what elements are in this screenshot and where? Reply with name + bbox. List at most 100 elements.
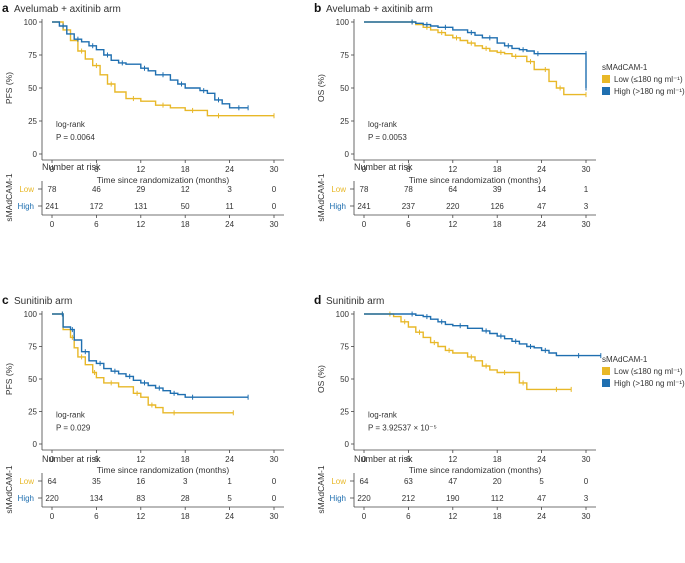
x-tick-label: 0 [50,165,55,174]
y-tick-label: 75 [28,343,37,352]
risk-table: Number at risk sMAdCAM-1 Low 78 78 64 39 14 1 Hig… [316,162,596,229]
risk-table-title: Number at risk [42,454,101,464]
km-curve-high [364,21,587,88]
km-curve-low [52,313,234,414]
risk-cell: 35 [92,477,101,486]
panel-b: b Avelumab + axitinib arm 0 25 50 75 100 0 6 12 18… [314,1,685,229]
risk-cell: 64 [360,477,369,486]
risk-x-tick-label: 0 [50,512,55,521]
x-axis-label: Time since randomization (months) [409,175,542,185]
risk-cell: 47 [537,494,546,503]
risk-cell: 131 [134,202,148,211]
legend-swatch-high [602,87,610,95]
legend-label-low: Low (≤180 ng ml⁻¹) [614,75,683,84]
risk-cell: 11 [225,202,234,211]
risk-x-tick-label: 30 [582,220,591,229]
risk-cell: 241 [357,202,371,211]
risk-row-label: High [330,494,346,503]
km-curve-high [52,21,249,109]
risk-cell: 0 [584,477,589,486]
x-tick-label: 24 [537,165,546,174]
risk-cell: 0 [272,494,277,503]
logrank-p-value: P = 0.0053 [368,133,407,142]
logrank-label: log-rank [368,411,398,420]
logrank-label: log-rank [56,120,86,129]
y-tick-label: 100 [336,18,350,27]
panel-label: a [2,1,9,15]
y-axis-label: PFS (%) [4,72,14,104]
risk-cell: 220 [446,202,460,211]
risk-cell: 190 [446,494,460,503]
risk-cell: 237 [402,202,416,211]
risk-x-tick-label: 24 [225,220,234,229]
y-axis-label: PFS (%) [4,363,14,395]
y-tick-label: 50 [28,84,37,93]
risk-x-tick-label: 30 [582,512,591,521]
risk-row-label: Low [19,477,34,486]
risk-x-tick-label: 18 [493,512,502,521]
risk-row-label: High [18,494,34,503]
risk-cell: 0 [272,202,277,211]
risk-cell: 241 [45,202,59,211]
risk-cell: 78 [48,185,57,194]
km-curve-high [364,313,601,357]
risk-cell: 5 [539,477,544,486]
x-tick-label: 18 [493,165,502,174]
risk-table-ylabel: sMAdCAM-1 [4,465,14,513]
x-tick-label: 30 [582,455,591,464]
risk-x-tick-label: 6 [94,512,99,521]
risk-cell: 3 [227,185,232,194]
x-tick-label: 30 [270,455,279,464]
risk-cell: 1 [227,477,232,486]
panel-a: a Avelumab + axitinib arm 0 25 50 75 100 0 6 12 18… [2,1,284,229]
risk-cell: 3 [584,494,589,503]
x-tick-label: 12 [136,165,145,174]
y-tick-label: 50 [340,375,349,384]
risk-x-tick-label: 18 [493,220,502,229]
y-tick-label: 25 [28,408,37,417]
legend-label-high: High (>180 ng ml⁻¹) [614,87,685,96]
risk-x-tick-label: 30 [270,512,279,521]
risk-cell: 220 [45,494,59,503]
logrank-p-value: P = 0.0064 [56,133,95,142]
risk-cell: 220 [357,494,371,503]
y-tick-label: 0 [33,440,38,449]
y-tick-label: 75 [340,343,349,352]
x-tick-label: 24 [537,455,546,464]
legend-swatch-low [602,75,610,83]
risk-cell: 46 [92,185,101,194]
risk-cell: 64 [48,477,57,486]
risk-x-tick-label: 12 [136,220,145,229]
risk-cell: 112 [491,494,504,503]
panel-title: Avelumab + axitinib arm [14,4,121,15]
y-tick-label: 75 [340,51,349,60]
risk-table-title: Number at risk [354,162,413,172]
km-curve-low [52,21,274,117]
x-tick-label: 24 [225,165,234,174]
risk-cell: 20 [493,477,502,486]
y-axis-label: OS (%) [316,74,326,102]
risk-cell: 29 [136,185,145,194]
legend-label-high: High (>180 ng ml⁻¹) [614,379,685,388]
x-tick-label: 24 [225,455,234,464]
risk-cell: 0 [272,477,277,486]
y-tick-label: 0 [345,440,350,449]
legend-label-low: Low (≤180 ng ml⁻¹) [614,367,683,376]
risk-x-tick-label: 0 [362,220,367,229]
risk-table-ylabel: sMAdCAM-1 [316,465,326,513]
y-tick-label: 50 [28,375,37,384]
logrank-p-value: P = 3.92537 × 10⁻⁵ [368,424,437,433]
risk-cell: 64 [448,185,457,194]
risk-cell: 5 [227,494,232,503]
risk-table-ylabel: sMAdCAM-1 [316,173,326,221]
risk-x-tick-label: 0 [362,512,367,521]
risk-row-label: High [330,202,346,211]
risk-x-tick-label: 18 [181,220,190,229]
legend-swatch-high [602,379,610,387]
y-tick-label: 75 [28,51,37,60]
x-tick-label: 6 [406,455,411,464]
risk-x-tick-label: 0 [50,220,55,229]
y-tick-label: 25 [28,117,37,126]
